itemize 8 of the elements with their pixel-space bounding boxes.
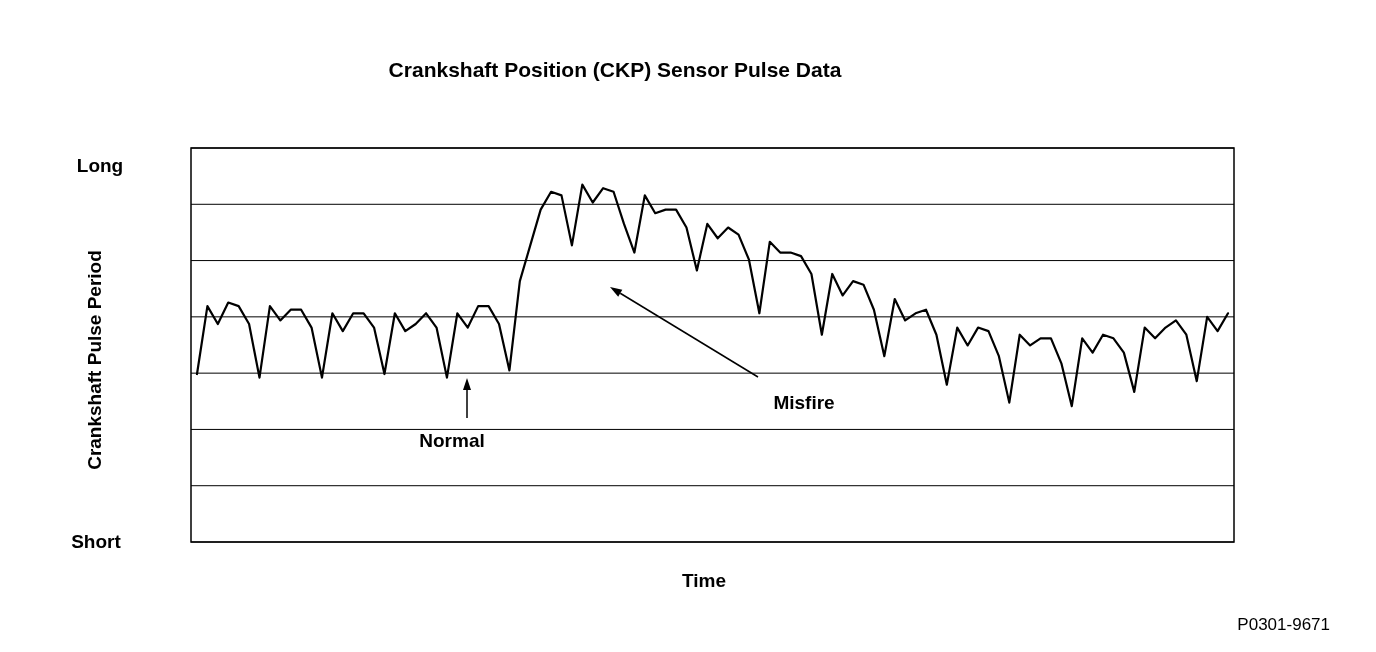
- annotation: Normal: [419, 430, 485, 451]
- y-axis-title: Crankshaft Pulse Period: [84, 250, 105, 470]
- text: Long: [76, 155, 124, 176]
- chart-title: Crankshaft Position (CKP) Sensor Pulse Data: [388, 58, 842, 81]
- annotation: Misfire: [773, 392, 835, 413]
- x-axis-title: Time: [681, 570, 727, 591]
- text: P0301-9671: [1237, 615, 1330, 634]
- text: Short: [71, 531, 122, 552]
